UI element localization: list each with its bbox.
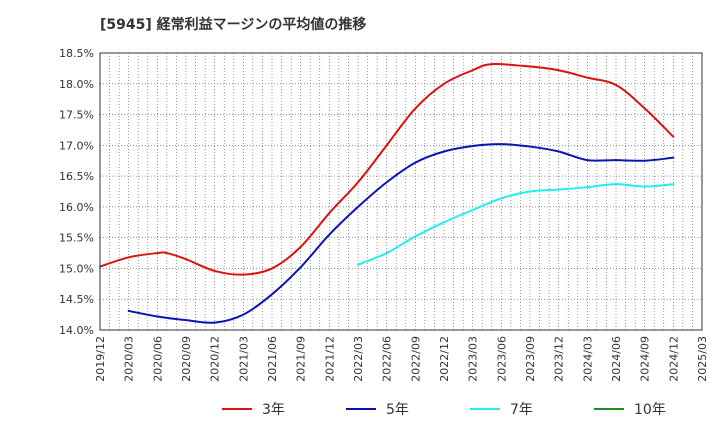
- x-tick-label: 2021/09: [295, 336, 308, 382]
- x-tick-label: 2024/06: [610, 336, 623, 382]
- x-tick-label: 2024/03: [581, 336, 594, 382]
- y-tick-label: 17.5%: [59, 109, 94, 122]
- x-tick-label: 2025/03: [696, 336, 709, 382]
- y-tick-label: 18.5%: [59, 47, 94, 60]
- legend-label-2: 5年: [386, 402, 409, 418]
- chart-title: [5945] 経常利益マージンの平均値の推移: [100, 16, 366, 33]
- y-tick-label: 17.0%: [59, 139, 94, 152]
- x-tick-label: 2024/12: [667, 336, 680, 382]
- series-line-3: [357, 183, 675, 266]
- y-tick-label: 14.0%: [59, 324, 94, 337]
- series-line-2: [127, 143, 675, 324]
- legend-label-3: 7年: [510, 402, 533, 418]
- plot-area: [100, 53, 702, 330]
- series-layer: [99, 62, 675, 324]
- x-tick-label: 2019/12: [94, 336, 107, 382]
- legend-label-4: 10年: [634, 402, 666, 418]
- y-tick-label: 16.0%: [59, 201, 94, 214]
- x-tick-label: 2020/09: [180, 336, 193, 382]
- series-line-1: [99, 62, 675, 276]
- x-tick-label: 2022/03: [352, 336, 365, 382]
- x-tick-label: 2020/12: [209, 336, 222, 382]
- x-tick-label: 2022/06: [381, 336, 394, 382]
- y-tick-label: 16.5%: [59, 170, 94, 183]
- x-tick-label: 2020/06: [151, 336, 164, 382]
- y-tick-label: 15.5%: [59, 232, 94, 245]
- x-tick-label: 2021/12: [323, 336, 336, 382]
- y-tick-label: 18.0%: [59, 78, 94, 91]
- legend-label-1: 3年: [262, 402, 285, 418]
- legend: 3年 5年 7年 10年: [222, 402, 666, 418]
- x-tick-label: 2022/09: [409, 336, 422, 382]
- plot-frame: [99, 52, 703, 331]
- x-tick-label: 2023/09: [524, 336, 537, 382]
- grid-layer: [100, 52, 702, 331]
- x-tick-label: 2023/12: [553, 336, 566, 382]
- x-tick-label: 2021/06: [266, 336, 279, 382]
- x-tick-label: 2023/06: [495, 336, 508, 382]
- x-tick-label: 2022/12: [438, 336, 451, 382]
- x-tick-label: 2023/03: [467, 336, 480, 382]
- y-tick-label: 15.0%: [59, 262, 94, 275]
- axis-layer: 14.0% 14.5% 15.0% 15.5% 16.0% 16.5% 17.0% 17.5%…: [59, 47, 709, 382]
- x-tick-label: 2024/09: [639, 336, 652, 382]
- x-tick-label: 2020/03: [123, 336, 136, 382]
- x-tick-label: 2021/03: [237, 336, 250, 382]
- y-tick-label: 14.5%: [59, 293, 94, 306]
